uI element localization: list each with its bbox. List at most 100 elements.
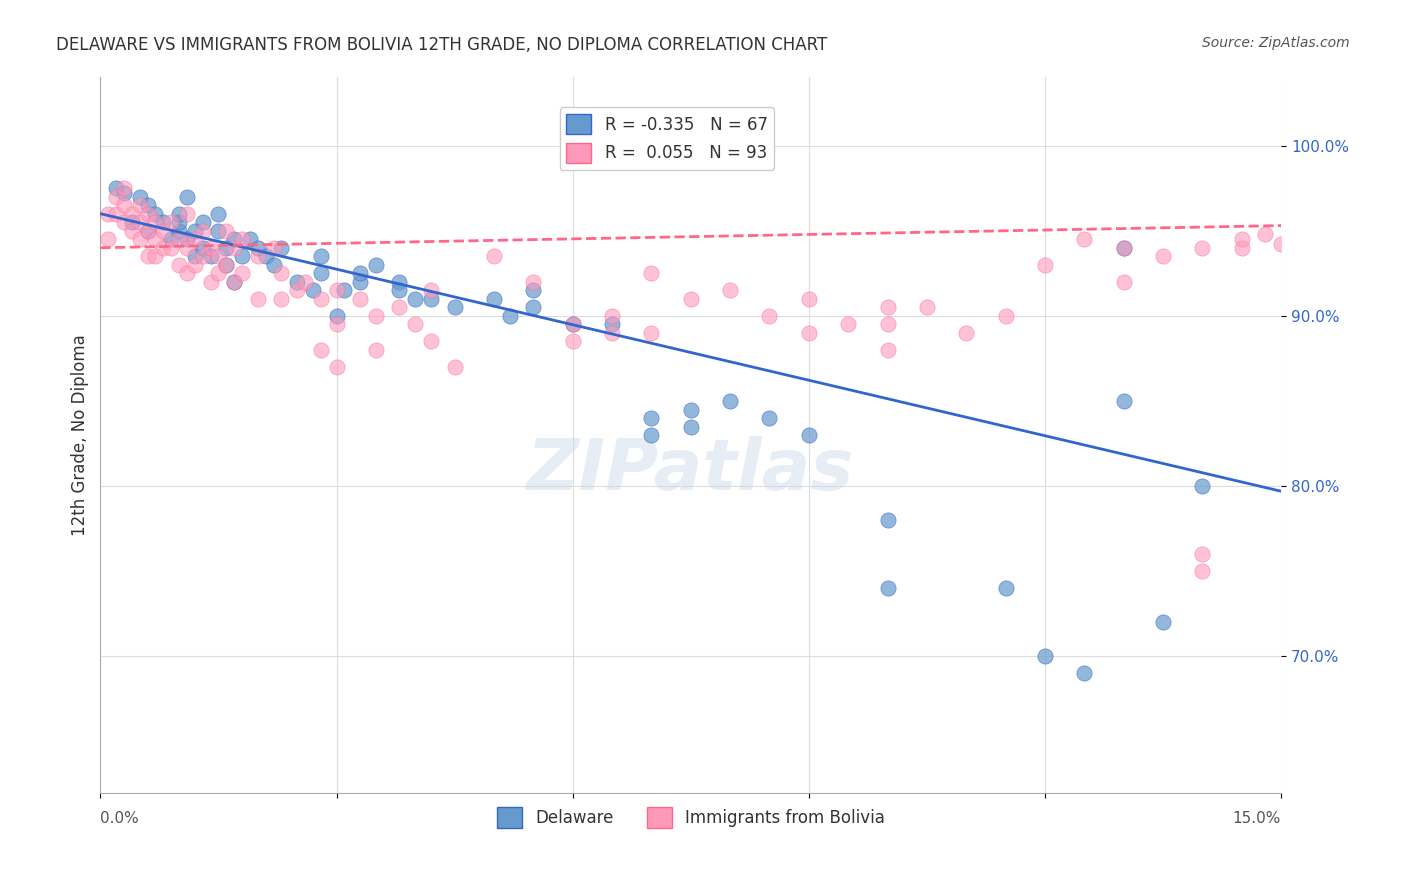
Point bbox=[105, 207, 128, 221]
Point bbox=[207, 224, 229, 238]
Point bbox=[294, 275, 316, 289]
Point bbox=[207, 266, 229, 280]
Point bbox=[176, 266, 198, 280]
Point bbox=[1033, 258, 1056, 272]
Point bbox=[105, 181, 128, 195]
Point bbox=[191, 249, 214, 263]
Point bbox=[718, 394, 741, 409]
Point bbox=[285, 275, 308, 289]
Point bbox=[349, 292, 371, 306]
Point bbox=[325, 309, 347, 323]
Point bbox=[167, 232, 190, 246]
Point bbox=[1254, 227, 1277, 241]
Point bbox=[224, 275, 246, 289]
Point bbox=[1270, 237, 1292, 252]
Point bbox=[215, 258, 238, 272]
Point bbox=[1191, 547, 1213, 561]
Point bbox=[1073, 232, 1095, 246]
Point bbox=[561, 318, 583, 332]
Point bbox=[112, 215, 135, 229]
Point bbox=[246, 241, 269, 255]
Point bbox=[388, 283, 411, 297]
Point bbox=[1112, 241, 1135, 255]
Point bbox=[679, 419, 702, 434]
Point bbox=[420, 292, 443, 306]
Point bbox=[404, 292, 426, 306]
Point bbox=[1152, 615, 1174, 630]
Point bbox=[1191, 241, 1213, 255]
Point bbox=[200, 249, 222, 263]
Point bbox=[97, 232, 120, 246]
Point bbox=[160, 241, 183, 255]
Point bbox=[679, 292, 702, 306]
Point bbox=[176, 232, 198, 246]
Point bbox=[224, 275, 246, 289]
Point bbox=[443, 359, 465, 374]
Point bbox=[522, 275, 544, 289]
Point bbox=[640, 411, 662, 425]
Point bbox=[561, 318, 583, 332]
Point bbox=[167, 207, 190, 221]
Point bbox=[420, 334, 443, 349]
Point bbox=[1112, 275, 1135, 289]
Point bbox=[224, 241, 246, 255]
Point bbox=[600, 326, 623, 340]
Point bbox=[136, 249, 159, 263]
Point bbox=[145, 215, 167, 229]
Point bbox=[758, 411, 780, 425]
Point bbox=[176, 207, 198, 221]
Point bbox=[876, 318, 898, 332]
Point bbox=[97, 207, 120, 221]
Point bbox=[191, 241, 214, 255]
Point bbox=[364, 309, 387, 323]
Point bbox=[263, 241, 285, 255]
Point bbox=[167, 224, 190, 238]
Point bbox=[207, 249, 229, 263]
Point bbox=[145, 249, 167, 263]
Point bbox=[285, 283, 308, 297]
Point bbox=[309, 292, 332, 306]
Point bbox=[640, 428, 662, 442]
Point bbox=[388, 301, 411, 315]
Point bbox=[136, 224, 159, 238]
Point bbox=[561, 334, 583, 349]
Point bbox=[876, 301, 898, 315]
Point bbox=[246, 249, 269, 263]
Point bbox=[160, 215, 183, 229]
Point bbox=[112, 186, 135, 201]
Point bbox=[600, 309, 623, 323]
Point bbox=[128, 215, 150, 229]
Point bbox=[325, 283, 347, 297]
Point bbox=[231, 232, 253, 246]
Point bbox=[994, 582, 1017, 596]
Point bbox=[309, 343, 332, 357]
Text: ZIPatlas: ZIPatlas bbox=[527, 436, 855, 505]
Point bbox=[837, 318, 859, 332]
Point bbox=[404, 318, 426, 332]
Point bbox=[758, 309, 780, 323]
Point bbox=[309, 249, 332, 263]
Point bbox=[254, 249, 277, 263]
Point bbox=[1112, 241, 1135, 255]
Point bbox=[309, 266, 332, 280]
Point bbox=[270, 266, 292, 280]
Point bbox=[364, 343, 387, 357]
Point bbox=[136, 207, 159, 221]
Point bbox=[1073, 666, 1095, 681]
Point bbox=[679, 402, 702, 417]
Point bbox=[499, 309, 522, 323]
Point bbox=[152, 241, 174, 255]
Point bbox=[128, 232, 150, 246]
Point bbox=[145, 207, 167, 221]
Point bbox=[349, 275, 371, 289]
Point bbox=[184, 258, 207, 272]
Point bbox=[200, 275, 222, 289]
Point bbox=[420, 283, 443, 297]
Point bbox=[112, 198, 135, 212]
Point bbox=[184, 232, 207, 246]
Point bbox=[876, 513, 898, 527]
Point bbox=[876, 343, 898, 357]
Point bbox=[215, 241, 238, 255]
Point bbox=[176, 189, 198, 203]
Point bbox=[1191, 564, 1213, 578]
